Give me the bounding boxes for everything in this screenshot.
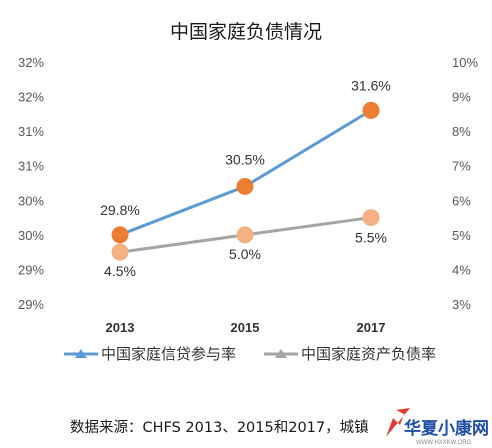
y-left-tick-label: 29% — [18, 262, 44, 277]
data-point-marker — [111, 243, 129, 261]
y-left-tick-label: 30% — [18, 193, 44, 208]
x-axis: 2013 2015 2017 — [106, 320, 386, 335]
legend: 中国家庭信贷参与率 中国家庭资产负债率 — [64, 345, 436, 363]
x-tick-label: 2015 — [231, 320, 260, 335]
y-right-tick-label: 9% — [452, 90, 471, 105]
legend-label-debt: 中国家庭资产负债率 — [301, 345, 436, 363]
y-right-tick-label: 5% — [452, 228, 471, 243]
data-label: 29.8% — [100, 202, 140, 218]
y-right-tick-label: 3% — [452, 297, 471, 312]
y-left-tick-label: 30% — [18, 228, 44, 243]
y-left-axis: 29% 29% 30% 30% 31% 31% 32% 32% — [18, 55, 44, 312]
data-label: 5.0% — [229, 246, 261, 262]
data-point-marker — [111, 226, 129, 244]
x-tick-label: 2013 — [106, 320, 135, 335]
y-right-tick-label: 7% — [452, 159, 471, 174]
series-line-1 — [119, 109, 372, 237]
legend-triangle-icon — [275, 349, 287, 358]
data-label: 4.5% — [104, 263, 136, 279]
legend-triangle-icon — [75, 349, 87, 358]
data-label: 5.5% — [355, 230, 387, 246]
legend-item-credit-participation: 中国家庭信贷参与率 — [64, 345, 236, 363]
y-right-tick-label: 10% — [452, 55, 478, 70]
data-point-marker — [362, 101, 380, 119]
y-left-tick-label: 31% — [18, 124, 44, 139]
legend-label-credit: 中国家庭信贷参与率 — [101, 345, 236, 363]
data-point-marker — [236, 226, 254, 244]
legend-item-debt-ratio: 中国家庭资产负债率 — [264, 345, 436, 363]
source-note: 数据来源：CHFS 2013、2015和2017，城镇 — [70, 419, 369, 436]
watermark-logo-icon — [386, 408, 410, 437]
watermark-url: WWW.HXXKW.ORG — [416, 440, 472, 446]
y-right-tick-label: 8% — [452, 124, 471, 139]
y-left-tick-label: 32% — [18, 90, 44, 105]
watermark: 华夏小康网 WWW.HXXKW.ORG — [386, 408, 489, 446]
y-left-tick-label: 29% — [18, 297, 44, 312]
data-label: 31.6% — [351, 77, 391, 93]
y-right-tick-label: 4% — [452, 262, 471, 277]
series-layer: 29.8% 30.5% 31.6% 4.5% 5.0% 5.5% — [100, 77, 391, 279]
y-right-tick-label: 6% — [452, 193, 471, 208]
data-point-marker — [362, 209, 380, 227]
y-left-tick-label: 32% — [18, 55, 44, 70]
x-tick-label: 2017 — [357, 320, 386, 335]
y-left-tick-label: 31% — [18, 159, 44, 174]
data-label: 30.5% — [225, 151, 265, 167]
data-point-marker — [236, 177, 254, 195]
watermark-text: 华夏小康网 — [404, 418, 489, 439]
y-right-axis: 3% 4% 5% 6% 7% 8% 9% 10% — [452, 55, 478, 312]
chart-title: 中国家庭负债情况 — [170, 21, 322, 43]
